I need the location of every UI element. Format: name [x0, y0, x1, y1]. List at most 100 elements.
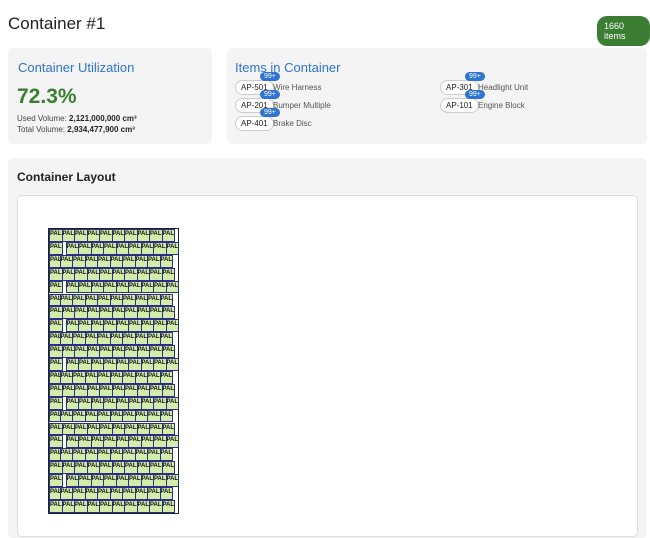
pallet-cell[interactable]: PAL1	[115, 358, 129, 371]
pallet-cell[interactable]: PAL1	[136, 499, 150, 513]
pallet-cell[interactable]: PAL1	[49, 241, 63, 255]
pallet-cell[interactable]: PAL1	[140, 280, 154, 294]
pallet-cell[interactable]: PAL1	[153, 435, 167, 449]
pallet-cell[interactable]: PAL1	[86, 267, 100, 281]
pallet-cell[interactable]: PAL1	[115, 435, 129, 449]
pallet-cell[interactable]: PAL1	[90, 319, 104, 333]
pallet-cell[interactable]: PAL1	[122, 254, 136, 268]
pallet-cell[interactable]: PAL1	[99, 267, 113, 281]
pallet-cell[interactable]: PAL1	[128, 474, 142, 487]
pallet-cell[interactable]: PAL1	[140, 241, 154, 255]
pallet-cell[interactable]: PAL1	[49, 487, 63, 500]
pallet-cell[interactable]: PAL1	[147, 254, 161, 268]
pallet-cell[interactable]: PAL1	[97, 487, 111, 500]
pallet-cell[interactable]: PAL1	[153, 474, 167, 487]
pallet-cell[interactable]: PAL1	[99, 383, 113, 397]
pallet-cell[interactable]: PAL1	[140, 358, 154, 371]
pallet-cell[interactable]: PAL1	[147, 370, 161, 384]
pallet-cell[interactable]: PAL1	[161, 499, 175, 513]
pallet-cell[interactable]: PAL1	[74, 383, 88, 397]
pallet-cell[interactable]: PAL1	[149, 345, 163, 358]
pallet-cell[interactable]: PAL1	[72, 448, 86, 462]
pallet-cell[interactable]: PAL1	[49, 293, 63, 307]
pallet-cell[interactable]: PAL1	[49, 358, 63, 371]
pallet-cell[interactable]: PAL1	[128, 319, 142, 333]
pallet-cell[interactable]: PAL1	[65, 358, 79, 371]
pallet-cell[interactable]: PAL1	[90, 435, 104, 449]
pallet-cell[interactable]: PAL1	[72, 254, 86, 268]
pallet-cell[interactable]: PAL1	[128, 358, 142, 371]
pallet-cell[interactable]: PAL1	[49, 254, 63, 268]
pallet-cell[interactable]: PAL1	[134, 448, 148, 462]
pallet-cell[interactable]: PAL1	[109, 448, 123, 462]
pallet-cell[interactable]: PAL1	[136, 229, 150, 242]
pallet-cell[interactable]: PAL1	[49, 280, 63, 294]
pallet-cell[interactable]: PAL1	[61, 229, 75, 242]
pallet-cell[interactable]: PAL1	[147, 332, 161, 346]
pallet-cell[interactable]: PAL1	[99, 306, 113, 320]
pallet-cell[interactable]: PAL1	[90, 358, 104, 371]
pallet-cell[interactable]: PAL1	[159, 293, 173, 307]
pallet-cell[interactable]: PAL1	[153, 241, 167, 255]
pallet-cell[interactable]: PAL1	[161, 461, 175, 475]
pallet-cell[interactable]: PAL1	[109, 409, 123, 423]
pallet-cell[interactable]: PAL1	[165, 280, 179, 294]
pallet-cell[interactable]: PAL1	[165, 474, 179, 487]
pallet-cell[interactable]: PAL1	[84, 254, 98, 268]
pallet-cell[interactable]: PAL1	[97, 448, 111, 462]
pallet-cell[interactable]: PAL1	[161, 345, 175, 358]
pallet-cell[interactable]: PAL1	[115, 319, 129, 333]
pallet-cell[interactable]: PAL1	[49, 448, 63, 462]
pallet-cell[interactable]: PAL1	[161, 306, 175, 320]
pallet-cell[interactable]: PAL1	[103, 241, 117, 255]
pallet-cell[interactable]: PAL1	[90, 396, 104, 410]
pallet-cell[interactable]: PAL1	[122, 487, 136, 500]
pallet-cell[interactable]: PAL1	[115, 280, 129, 294]
pallet-cell[interactable]: PAL1	[111, 345, 125, 358]
pallet-cell[interactable]: PAL1	[78, 358, 92, 371]
pallet-cell[interactable]: PAL1	[140, 319, 154, 333]
pallet-cell[interactable]: PAL1	[61, 267, 75, 281]
pallet-cell[interactable]: PAL1	[103, 435, 117, 449]
pallet-cell[interactable]: PAL1	[134, 254, 148, 268]
pallet-cell[interactable]: PAL1	[61, 383, 75, 397]
pallet-cell[interactable]: PAL1	[78, 280, 92, 294]
pallet-cell[interactable]: PAL1	[103, 319, 117, 333]
pallet-cell[interactable]: PAL1	[124, 229, 138, 242]
pallet-cell[interactable]: PAL1	[65, 241, 79, 255]
pallet-cell[interactable]: PAL1	[134, 409, 148, 423]
pallet-cell[interactable]: PAL1	[90, 241, 104, 255]
pallet-cell[interactable]: PAL1	[97, 370, 111, 384]
pallet-cell[interactable]: PAL1	[97, 332, 111, 346]
pallet-cell[interactable]: PAL1	[122, 370, 136, 384]
pallet-cell[interactable]: PAL1	[72, 487, 86, 500]
pallet-cell[interactable]: PAL1	[159, 409, 173, 423]
pallet-cell[interactable]: PAL1	[59, 487, 73, 500]
pallet-cell[interactable]: PAL1	[149, 499, 163, 513]
pallet-cell[interactable]: PAL1	[147, 293, 161, 307]
pallet-cell[interactable]: PAL1	[161, 229, 175, 242]
pallet-cell[interactable]: PAL1	[140, 474, 154, 487]
pallet-cell[interactable]: PAL1	[122, 293, 136, 307]
pallet-cell[interactable]: PAL1	[49, 461, 63, 475]
pallet-cell[interactable]: PAL1	[149, 267, 163, 281]
pallet-cell[interactable]: PAL1	[49, 499, 63, 513]
pallet-cell[interactable]: PAL1	[72, 370, 86, 384]
pallet-cell[interactable]: PAL1	[49, 383, 63, 397]
pallet-cell[interactable]: PAL1	[61, 345, 75, 358]
pallet-cell[interactable]: PAL1	[124, 383, 138, 397]
pallet-cell[interactable]: PAL1	[161, 422, 175, 436]
pallet-cell[interactable]: PAL1	[134, 332, 148, 346]
pallet-cell[interactable]: PAL1	[65, 280, 79, 294]
pallet-cell[interactable]: PAL1	[61, 461, 75, 475]
pallet-cell[interactable]: PAL1	[111, 383, 125, 397]
pallet-cell[interactable]: PAL1	[99, 345, 113, 358]
pallet-cell[interactable]: PAL1	[49, 319, 63, 333]
pallet-cell[interactable]: PAL1	[103, 358, 117, 371]
pallet-cell[interactable]: PAL1	[115, 474, 129, 487]
pallet-cell[interactable]: PAL1	[153, 319, 167, 333]
pallet-cell[interactable]: PAL1	[159, 332, 173, 346]
pallet-cell[interactable]: PAL1	[74, 345, 88, 358]
pallet-cell[interactable]: PAL1	[65, 396, 79, 410]
pallet-cell[interactable]: PAL1	[49, 435, 63, 449]
